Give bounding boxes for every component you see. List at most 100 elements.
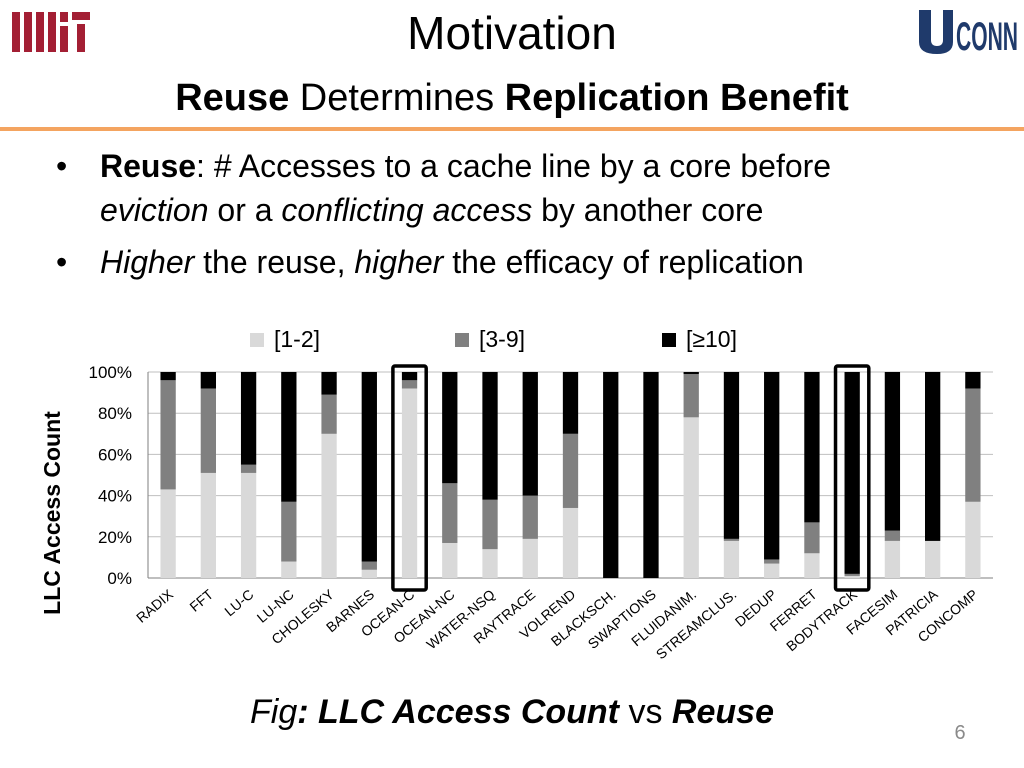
bullet-higher-2: higher: [354, 244, 444, 280]
bar-segment: [281, 372, 297, 502]
uconn-logo: CONN: [916, 6, 1020, 58]
bar-segment: [804, 522, 820, 554]
bar-segment: [522, 372, 538, 496]
bar-segment: [160, 380, 176, 490]
bar-segment: [844, 575, 860, 578]
caption-llc-access-count: : LLC Access Count: [297, 693, 620, 731]
bar-segment: [965, 501, 981, 578]
highlight-box: [391, 364, 428, 592]
bullet-text-part: by another core: [532, 192, 764, 228]
x-tick-label: FFT: [186, 586, 216, 615]
bar-segment: [361, 569, 377, 578]
bullet-text: Reuse: # Accesses to a cache line by a c…: [100, 144, 960, 232]
reuse-stacked-bar-chart: 0% 20% 40% 60% 80% 100% LLC Access Count RADIX F…: [39, 326, 993, 662]
subtitle-determines: Determines: [289, 77, 505, 119]
bar-segment: [683, 372, 699, 375]
legend-label: [≥10]: [686, 326, 737, 352]
y-tick-label: 20%: [98, 528, 132, 547]
x-tick-label: LU-C: [221, 586, 256, 619]
bar-segment: [522, 495, 538, 539]
caption-vs: vs: [619, 693, 672, 731]
x-tick-label: RADIX: [133, 586, 177, 626]
bar-segment: [884, 372, 901, 531]
bar-segment: [683, 374, 699, 418]
bullet-marker: •: [56, 244, 68, 280]
bar-segment: [240, 464, 257, 473]
caption-fig: Fig: [250, 693, 298, 731]
subtitle-replication-benefit: Replication Benefit: [504, 77, 849, 119]
bar-segment: [321, 394, 337, 434]
bar-segment: [361, 561, 377, 570]
legend-swatch: [662, 333, 676, 347]
y-tick-label: 80%: [98, 404, 132, 423]
bar-segment: [522, 538, 538, 578]
bullet-text-part: : # Accesses to a cache line by a core b…: [196, 148, 832, 184]
bullet-marker: •: [56, 148, 68, 184]
bar-segment: [723, 372, 740, 539]
legend-swatch: [250, 333, 264, 347]
bar-segment: [482, 499, 498, 550]
bar-segment: [442, 372, 458, 484]
bar-segment: [764, 563, 780, 578]
highlight-box: [833, 364, 871, 592]
bar-segment: [562, 372, 579, 434]
bar-segment: [160, 489, 176, 578]
bullet-reuse-term: Reuse: [100, 148, 197, 184]
caption-reuse: Reuse: [671, 693, 774, 731]
bar-segment: [361, 372, 377, 562]
bar-segment: [240, 372, 257, 465]
y-axis-label: LLC Access Count: [39, 411, 65, 615]
bar-segment: [442, 483, 458, 543]
bar-segment: [884, 530, 901, 541]
bar-segment: [884, 540, 901, 578]
bar-segment: [240, 472, 257, 578]
y-tick-label: 40%: [98, 487, 132, 506]
bar-segment: [281, 501, 297, 562]
svg-text:CONN: CONN: [956, 15, 1018, 58]
bar-segment: [562, 507, 579, 578]
bullet-text-part: the efficacy of replication: [443, 244, 804, 280]
title-rule: [0, 127, 1024, 131]
bar-segment: [924, 372, 941, 541]
legend-label: [1-2]: [274, 326, 320, 352]
bar-segment: [764, 372, 780, 560]
bar-segment: [321, 433, 337, 578]
bar-segment: [200, 472, 217, 578]
bar-segment: [401, 388, 418, 578]
bar-segment: [924, 540, 941, 578]
bar-segment: [562, 433, 579, 508]
bullet-higher: Higher: [100, 244, 195, 280]
legend-swatch: [455, 333, 469, 347]
bar-segment: [844, 372, 860, 574]
bullet-text-part: the reuse,: [194, 244, 355, 280]
bar-segment: [401, 380, 418, 389]
y-tick-label: 100%: [89, 363, 132, 382]
y-tick-label: 60%: [98, 445, 132, 464]
subtitle-reuse: Reuse: [175, 77, 290, 119]
bar-segment: [603, 372, 619, 578]
bullet-text: Higher the reuse, higher the efficacy of…: [100, 240, 960, 284]
bar-segment: [804, 553, 820, 578]
bar-segment: [482, 549, 498, 578]
bar-segment: [401, 372, 418, 381]
legend-label: [3-9]: [479, 326, 525, 352]
bar-segment: [643, 372, 659, 578]
slide-title: Motivation: [407, 7, 617, 59]
bar-segment: [281, 561, 297, 578]
bar-segment: [723, 540, 740, 578]
bar-segment: [442, 542, 458, 578]
bar-segment: [844, 573, 860, 576]
page-number: 6: [954, 722, 966, 744]
bar-segment: [965, 372, 981, 389]
bar-segment: [200, 388, 217, 473]
mit-logo: [12, 12, 90, 52]
bullet-eviction: eviction: [100, 192, 209, 228]
bar-segment: [683, 417, 699, 578]
bar-segment: [804, 372, 820, 523]
figure-caption: Fig: LLC Access Count vs Reuse: [0, 690, 1024, 734]
bullet-conflicting-access: conflicting access: [281, 192, 533, 228]
bar-segment: [764, 559, 780, 564]
bar-segment: [200, 372, 217, 389]
slide-subtitle: Reuse Determines Replication Benefit: [0, 74, 1024, 122]
bar-segment: [160, 372, 176, 381]
